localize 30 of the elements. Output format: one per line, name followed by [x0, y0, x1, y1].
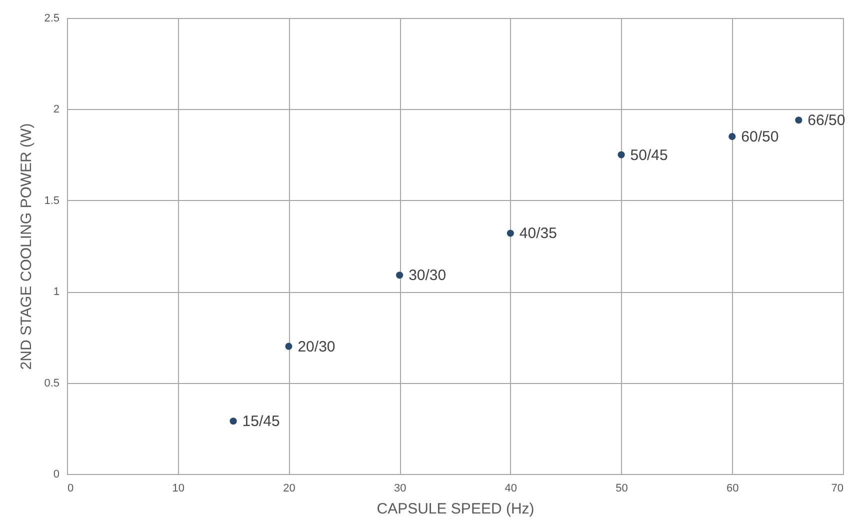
- x-tick-label: 30: [394, 482, 406, 494]
- annotation: 30/30: [408, 267, 446, 284]
- y-tick-label: 2: [53, 104, 60, 116]
- y-tick-label: 0: [53, 468, 60, 480]
- point: [285, 342, 292, 350]
- point: [230, 418, 237, 425]
- y-axis-title: 2ND STAGE COOLING POWER (W): [18, 123, 36, 370]
- x-tick-label: 60: [726, 482, 739, 494]
- y-tick-label: 1: [53, 286, 60, 298]
- y-tick-label: 1.5: [44, 194, 60, 207]
- annotation: 50/45: [630, 146, 668, 164]
- y-tick-label: 0.5: [44, 377, 60, 390]
- x-tick-label: 40: [504, 482, 518, 494]
- x-tick-label: 20: [283, 482, 296, 494]
- point: [728, 133, 736, 140]
- x-tick-label: 0: [68, 482, 74, 494]
- annotation: 60/50: [741, 128, 779, 146]
- point: [506, 230, 514, 237]
- x-axis-title: CAPSULE SPEED (Hz): [376, 500, 534, 518]
- point: [396, 272, 404, 279]
- annotation: 66/50: [808, 112, 846, 130]
- x-tick-label: 10: [172, 482, 184, 494]
- annotation: 15/45: [242, 413, 280, 430]
- point: [795, 116, 802, 124]
- x-tick-label: 70: [831, 482, 844, 494]
- x-tick-label: 50: [616, 482, 628, 494]
- point: [618, 151, 625, 158]
- annotation: 40/35: [519, 225, 557, 242]
- annotation: 20/30: [298, 338, 336, 356]
- y-tick-label: 2.5: [44, 12, 60, 24]
